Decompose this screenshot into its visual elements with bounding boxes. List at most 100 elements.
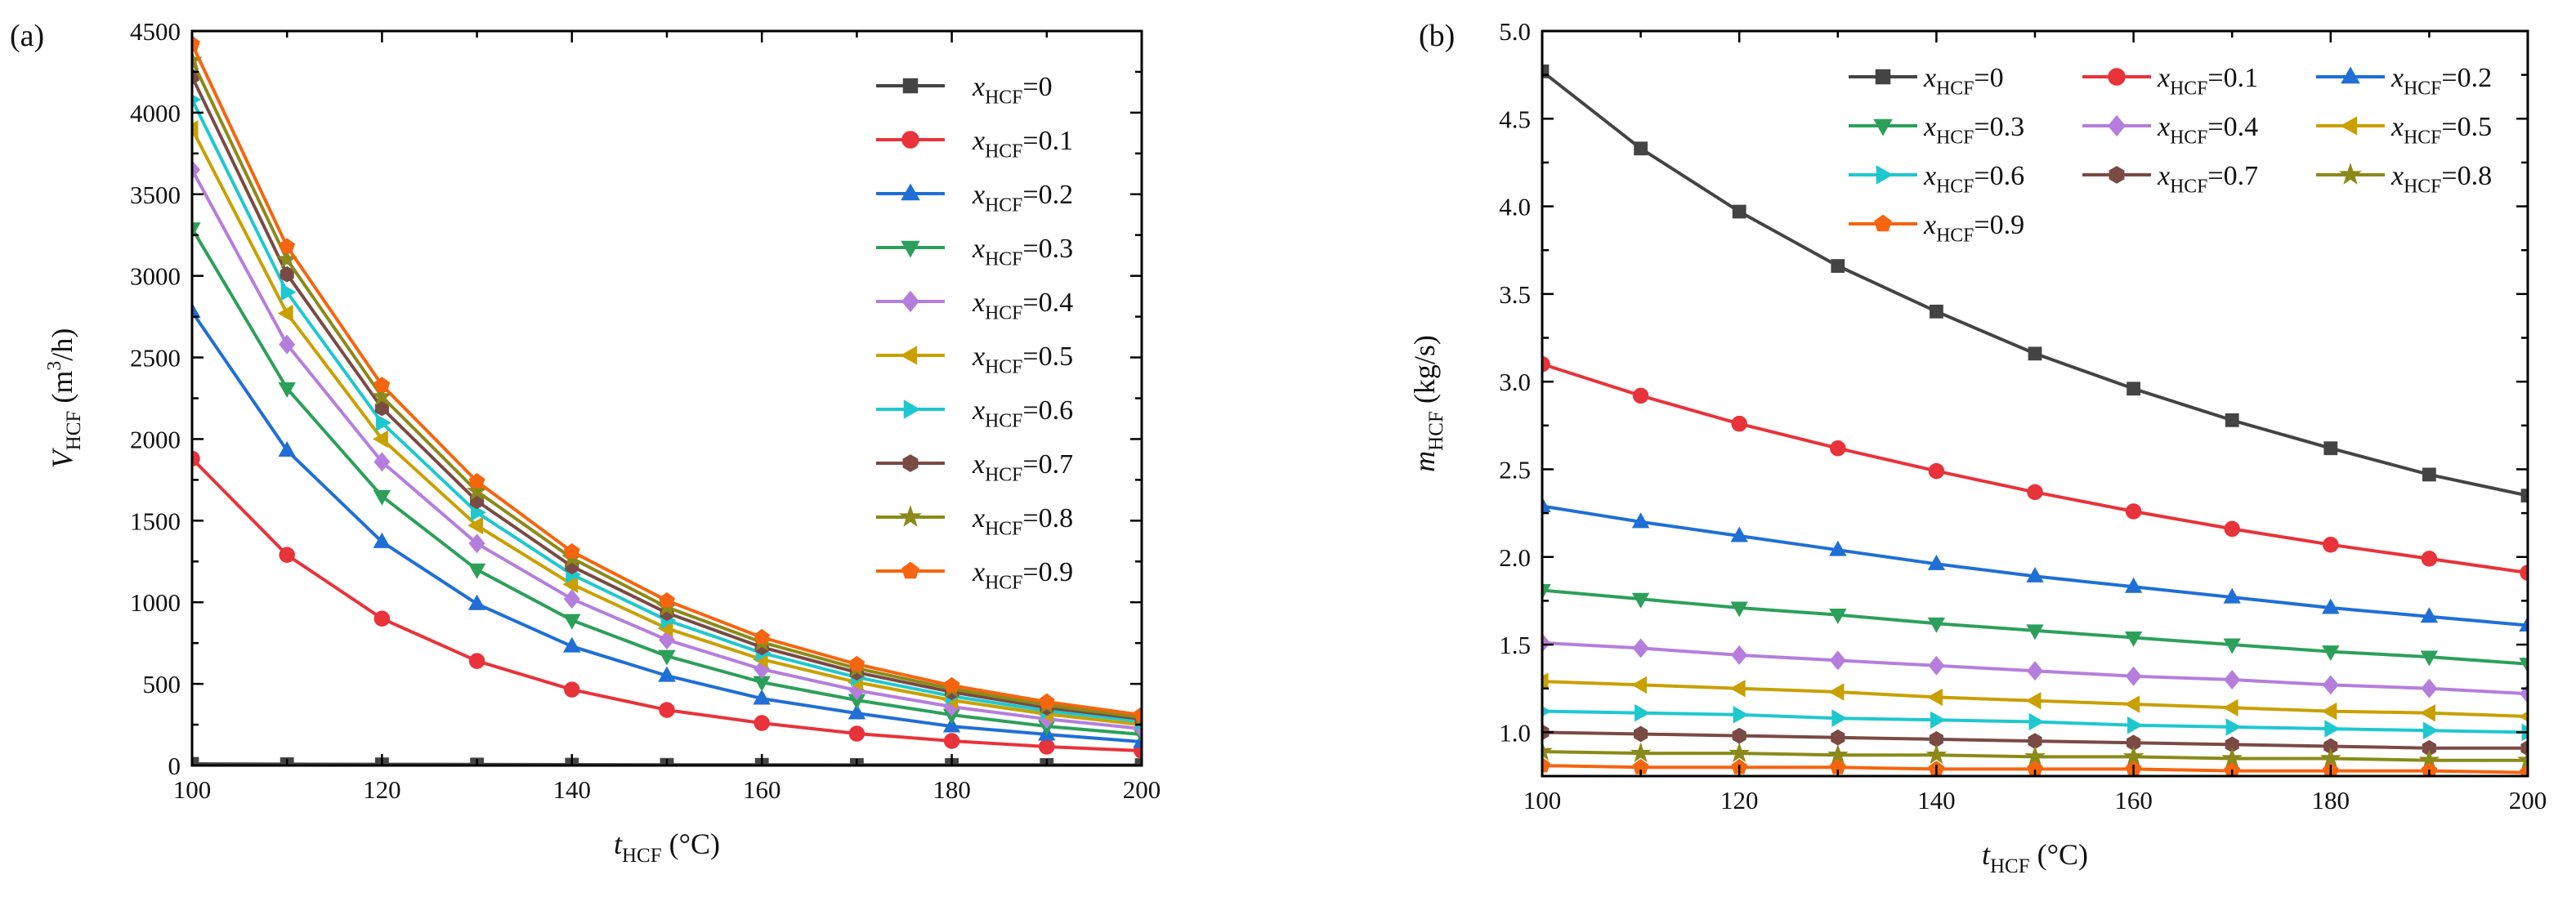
data-point <box>468 472 485 489</box>
data-point <box>1927 617 1946 633</box>
data-point <box>2223 587 2241 604</box>
data-point <box>1729 742 1751 763</box>
legend-label: xHCF=0.2 <box>2390 63 2492 100</box>
data-point <box>1542 740 1553 761</box>
data-point <box>1827 743 1849 765</box>
legend-entry: xHCF=0.8 <box>2316 161 2492 198</box>
data-point <box>373 377 391 392</box>
legend-entry: xHCF=0.8 <box>876 503 1073 540</box>
data-point <box>1542 756 1550 773</box>
series-x_HCF=0.7 <box>1542 724 2528 756</box>
chart-panel-b: (b) 100 120 140 160 180 200 1.0 1.5 2.0 2.5 3.0 3.5 4… <box>1408 17 2547 877</box>
legend-entry: xHCF=0.6 <box>1849 161 2024 198</box>
x-axis-label: tHCF (°C) <box>614 828 720 867</box>
y-tick-label: 5.0 <box>1499 17 1531 46</box>
y-tick-label: 3.0 <box>1499 368 1531 396</box>
data-point <box>1732 727 1746 744</box>
data-point <box>1542 632 1550 653</box>
data-point <box>2323 536 2339 553</box>
legend-entry: xHCF=0.3 <box>1849 112 2024 149</box>
data-point <box>659 702 675 718</box>
data-point <box>754 628 771 645</box>
data-point <box>1631 676 1648 694</box>
data-point <box>563 589 580 609</box>
legend-marker <box>902 454 919 472</box>
data-point <box>1730 526 1748 542</box>
data-point <box>848 655 865 672</box>
series-line <box>1542 69 2528 498</box>
data-point <box>2028 712 2045 731</box>
legend-entry: xHCF=0.9 <box>876 557 1073 594</box>
legend-label: xHCF=0.8 <box>972 503 1073 540</box>
data-point <box>1631 592 1650 609</box>
legend-marker <box>2109 166 2125 184</box>
data-point <box>1634 141 1648 156</box>
data-point <box>1632 387 1649 404</box>
legend-marker <box>898 505 923 527</box>
data-point <box>373 489 391 506</box>
x-tick-label: 180 <box>2312 786 2350 814</box>
data-point <box>1134 706 1142 722</box>
data-point <box>466 480 488 501</box>
data-point <box>1732 204 1746 219</box>
data-point <box>1542 355 1550 373</box>
data-point <box>1930 304 1943 319</box>
data-point <box>1829 609 1847 625</box>
series-x_HCF=0.4 <box>1542 632 2528 704</box>
data-point <box>2224 520 2240 538</box>
data-point <box>1829 650 1846 671</box>
data-point <box>2422 467 2436 482</box>
data-point <box>2421 551 2438 567</box>
legend-label: xHCF=0.1 <box>2157 63 2258 100</box>
y-tick-label: 3000 <box>130 262 181 291</box>
data-point <box>2026 566 2044 582</box>
legend-entry: xHCF=0.2 <box>2316 63 2492 100</box>
y-tick-label: 2000 <box>130 425 181 453</box>
data-point <box>1731 415 1747 432</box>
data-point <box>2225 718 2242 736</box>
legend-entry: xHCF=0.7 <box>876 449 1073 486</box>
data-point <box>279 238 296 254</box>
panel-label: (b) <box>1419 19 1455 53</box>
data-point <box>192 35 200 51</box>
data-point <box>2122 745 2144 766</box>
data-point <box>2421 678 2438 698</box>
series-x_HCF=0.3 <box>1542 584 2528 674</box>
data-point <box>1632 638 1649 658</box>
legend-marker <box>2338 163 2363 185</box>
data-point <box>2026 624 2044 640</box>
data-point <box>277 304 293 323</box>
data-point <box>2422 721 2439 739</box>
data-point <box>192 450 200 467</box>
legend-label: xHCF=0.7 <box>2157 161 2258 198</box>
data-point <box>2420 607 2439 623</box>
legend: xHCF=0 xHCF=0.1 xHCF=0.2 xHCF=0.3 xHCF=0.4 xH… <box>1849 63 2492 247</box>
data-point <box>1831 709 1848 727</box>
legend-label: xHCF=0.6 <box>972 395 1073 432</box>
data-point <box>279 547 295 564</box>
data-point <box>564 681 580 698</box>
y-tick-label: 1000 <box>130 588 181 617</box>
legend-entry: xHCF=0.1 <box>2082 63 2258 100</box>
data-point <box>278 382 296 398</box>
data-point <box>1928 655 1945 676</box>
chart-panel-a: (a)100 120 140 160 180 2000500100015002000250… <box>10 17 1161 867</box>
plot-area <box>1542 64 2528 776</box>
data-point <box>1133 732 1142 748</box>
y-tick-label: 4.0 <box>1499 193 1531 221</box>
data-point <box>1729 680 1746 698</box>
legend-entry: xHCF=0.7 <box>2082 161 2258 198</box>
legend-label: xHCF=0.6 <box>1923 161 2024 198</box>
data-point <box>1831 259 1845 273</box>
panel-label: (a) <box>10 19 44 53</box>
data-point <box>2028 346 2042 361</box>
x-tick-label: 160 <box>2114 786 2153 814</box>
data-point <box>1634 725 1648 743</box>
data-point <box>2520 739 2528 756</box>
series-x_HCF=0.9 <box>1542 756 2528 776</box>
legend-marker <box>2341 66 2360 84</box>
data-point <box>1730 601 1748 618</box>
y-tick-label: 1500 <box>130 507 181 535</box>
data-point <box>467 563 486 579</box>
series-x_HCF=0.2 <box>1542 497 2528 631</box>
